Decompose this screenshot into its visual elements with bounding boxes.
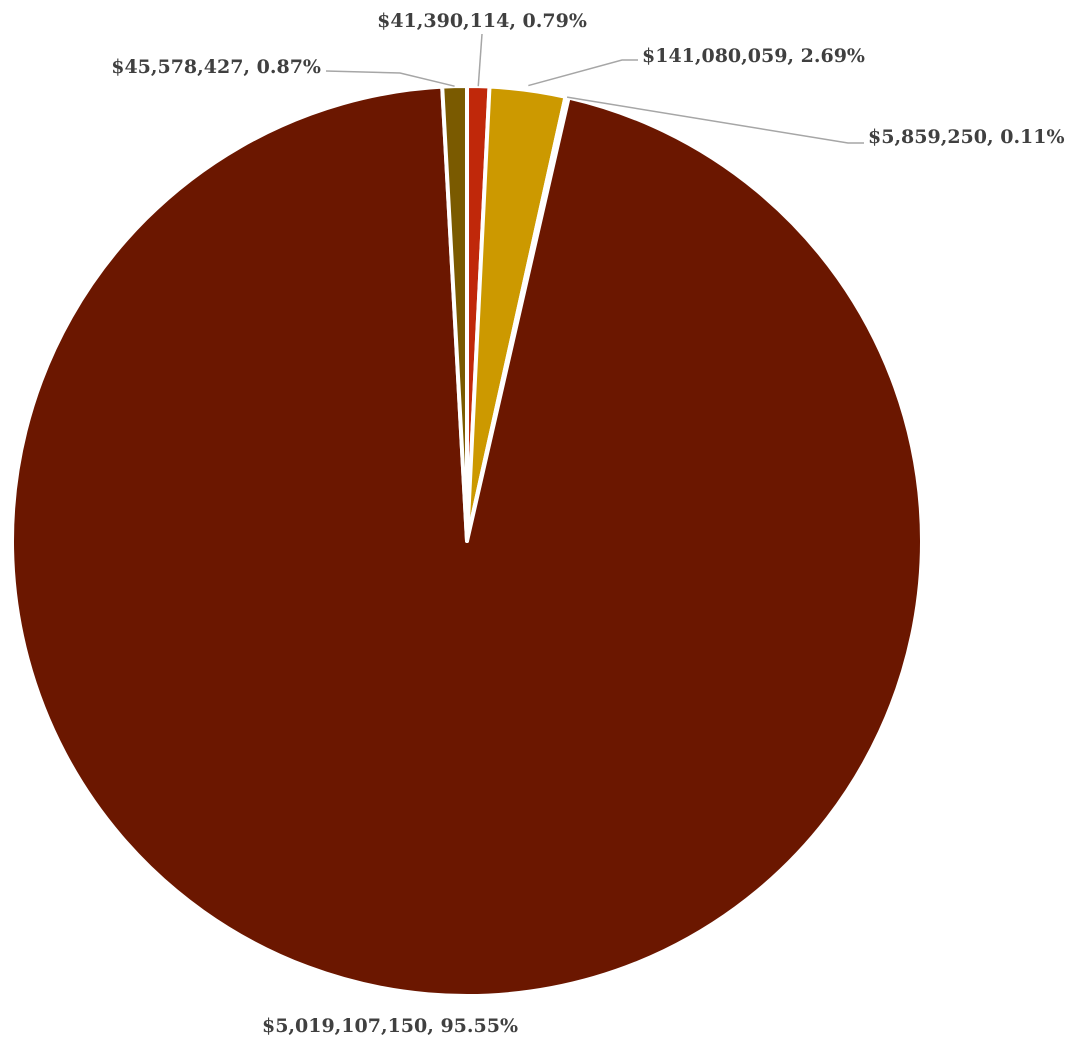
slice-label-5: $45,578,427, 0.87% [111,56,321,78]
leader-line-5 [325,70,455,87]
slice-label-4: $5,019,107,150, 95.55% [262,1015,518,1037]
pie-slices [10,84,924,998]
slice-label-2: $141,080,059, 2.69% [642,45,865,67]
leader-line-3 [566,96,864,144]
slice-label-3: $5,859,250, 0.11% [868,126,1065,148]
slice-label-1: $41,390,114, 0.79% [377,10,587,32]
leader-lines [325,33,864,144]
leader-line-1 [477,33,483,87]
leader-line-2 [528,59,638,87]
